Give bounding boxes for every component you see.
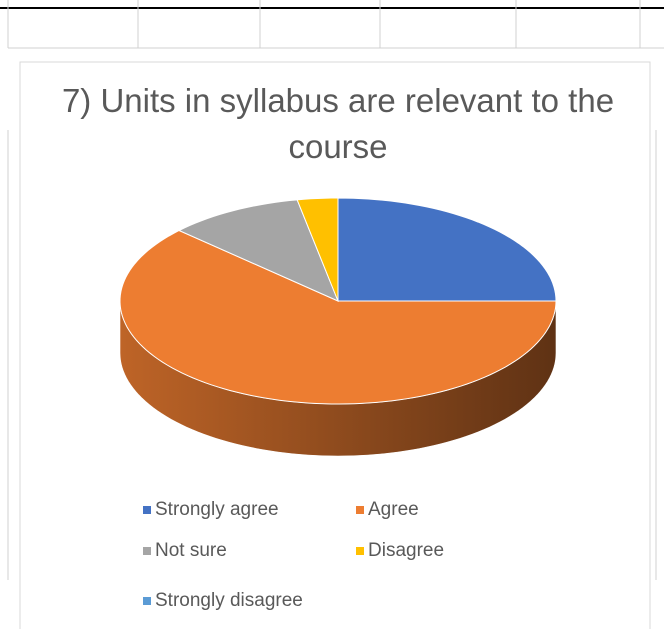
legend-swatch xyxy=(143,547,151,555)
legend-label: Disagree xyxy=(368,540,444,561)
legend: Strongly agree Agree Not sure Disagree Stron… xyxy=(143,499,444,611)
legend-swatch xyxy=(356,547,364,555)
legend-swatch xyxy=(143,597,151,605)
sheet-grid xyxy=(0,0,664,580)
slice xyxy=(337,197,557,302)
legend-swatch xyxy=(143,506,151,514)
legend-swatch xyxy=(356,506,364,514)
pie xyxy=(119,197,557,457)
legend-label: Not sure xyxy=(155,540,227,561)
legend-label: Agree xyxy=(368,499,419,520)
slice xyxy=(296,197,339,302)
slice xyxy=(119,229,557,405)
legend-label: Strongly agree xyxy=(155,499,279,520)
slice xyxy=(177,199,339,302)
chart-title: 7) Units in syllabus are relevant to the… xyxy=(61,82,615,165)
legend-label: Strongly disagree xyxy=(155,590,303,611)
